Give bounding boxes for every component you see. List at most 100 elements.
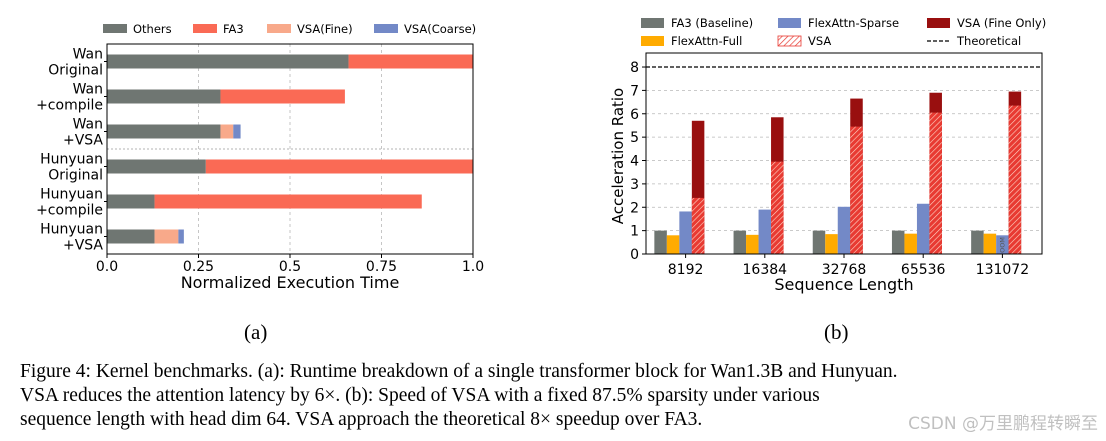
- bar-b: [837, 206, 851, 254]
- x-tick-label-a: 0.75: [366, 259, 397, 275]
- legend-b: FA3 (Baseline) FlexAttn-Full FlexAttn-Spar…: [641, 16, 1046, 48]
- y-tick-label-a: +VSA: [63, 133, 103, 149]
- legend-label-b: FlexAttn-Full: [671, 34, 742, 48]
- legend-swatch-a: [103, 24, 127, 33]
- y-tick-label-a: Wan: [73, 82, 103, 98]
- y-tick-label-b: 5: [630, 130, 639, 146]
- bar-a: [178, 229, 184, 244]
- panel-label-b: (b): [824, 320, 849, 344]
- legend-label-b: VSA (Fine Only): [957, 16, 1046, 30]
- chart-b: FA3 (Baseline) FlexAttn-Full FlexAttn-Spar…: [609, 16, 1046, 294]
- bar-a: [154, 194, 422, 209]
- y-tick-label-a: Wan: [73, 47, 103, 63]
- bar-b: [825, 234, 838, 254]
- figure-caption: Figure 4: Kernel benchmarks. (a): Runtim…: [20, 360, 1106, 432]
- x-tick-label-a: 0.0: [96, 259, 118, 275]
- bar-a: [220, 89, 345, 104]
- chart-a: Others FA3 VSA(Fine) VSA(Coarse) 0.0 0.25 0.5…: [36, 22, 484, 292]
- x-tick-label-b: 32768: [822, 262, 867, 278]
- caption-line-1: Figure 4: Kernel benchmarks. (a): Runtim…: [20, 361, 898, 382]
- legend-swatch-b: [641, 36, 664, 46]
- bar-a: [205, 159, 473, 174]
- y-tick-label-b: 4: [630, 154, 639, 170]
- bar-b: [654, 230, 667, 254]
- x-tick-label-a: 1.0: [462, 259, 484, 275]
- y-tick-label-a: Original: [48, 168, 103, 184]
- bar-a: [107, 89, 221, 104]
- y-tick-label-a: +compile: [36, 98, 103, 114]
- bar-b: [1008, 105, 1022, 254]
- bar-a: [220, 124, 234, 139]
- bar-b: [929, 112, 942, 254]
- x-tick-label-b: 16384: [743, 262, 788, 278]
- legend-swatch-a: [374, 24, 398, 33]
- bar-a: [107, 124, 221, 139]
- bar-a: [107, 194, 155, 209]
- legend-label-b: Theoretical: [956, 34, 1021, 48]
- x-axis-title-b: Sequence Length: [774, 275, 913, 294]
- y-tick-label-b: 0: [630, 247, 639, 263]
- bar-b: [679, 211, 692, 254]
- y-tick-label-a: Hunyuan: [40, 222, 103, 238]
- bar-b: [916, 203, 930, 254]
- legend-label-b: FA3 (Baseline): [671, 16, 753, 30]
- legend-label-b: VSA: [808, 34, 831, 48]
- bar-b: [666, 235, 680, 254]
- y-tick-label-b: 2: [630, 200, 639, 216]
- caption-line-2: VSA reduces the attention latency by 6×.…: [20, 385, 820, 406]
- bar-b: [983, 233, 997, 254]
- legend-label-b: FlexAttn-Sparse: [808, 16, 899, 30]
- bar-a: [348, 54, 473, 69]
- caption-line-3: sequence length with head dim 64. VSA ap…: [20, 409, 703, 430]
- y-tick-label-b: 8: [630, 60, 639, 76]
- legend-swatch-b: [778, 18, 801, 28]
- legend-swatch-b: [777, 35, 802, 47]
- bar-b: [971, 230, 984, 254]
- legend-swatch-b: [641, 18, 664, 28]
- y-tick-label-a: Original: [48, 63, 103, 79]
- x-tick-label-b: 131072: [976, 262, 1029, 278]
- axes-a: 0.0 0.25 0.5 0.75 1.0WanOriginalWan+compileW…: [36, 43, 484, 275]
- legend-swatch-b: [927, 18, 950, 28]
- bar-a: [107, 159, 206, 174]
- axes-b: 0 1 2 3 4 5 6 7 8 8192 16384 32768 65536 131072 OOM: [630, 52, 1043, 278]
- bar-a: [107, 54, 349, 69]
- y-tick-label-a: +compile: [36, 203, 103, 219]
- legend-label-a: Others: [133, 22, 172, 36]
- plot-frame-b: [645, 52, 1043, 255]
- bar-b: [733, 230, 747, 254]
- x-tick-label-b: 8192: [668, 262, 704, 278]
- y-tick-label-b: 1: [630, 224, 639, 240]
- legend-a: Others FA3 VSA(Fine) VSA(Coarse): [103, 22, 476, 36]
- bar-b: [891, 230, 905, 254]
- bars-b: [646, 66, 1042, 254]
- y-tick-label-a: Wan: [73, 117, 103, 133]
- watermark: CSDN @万里鹏程转瞬至: [908, 414, 1098, 434]
- x-tick-label-a: 0.25: [183, 259, 214, 275]
- panel-label-a: (a): [244, 320, 268, 344]
- bar-b: [691, 197, 705, 254]
- bar-b: [771, 161, 784, 254]
- bar-b: [904, 233, 917, 254]
- y-tick-label-a: Hunyuan: [40, 152, 103, 168]
- y-tick-label-b: 7: [630, 83, 639, 99]
- bars-a: [107, 54, 473, 244]
- bar-a: [107, 229, 155, 244]
- y-axis-title-b: Acceleration Ratio: [609, 88, 627, 225]
- legend-label-a: VSA(Coarse): [404, 22, 476, 36]
- y-tick-label-a: Hunyuan: [40, 187, 103, 203]
- bar-b: [996, 235, 1009, 254]
- bar-a: [154, 229, 179, 244]
- legend-swatch-a: [193, 24, 217, 33]
- bar-b: [812, 230, 826, 254]
- plot-frame-a: [106, 43, 474, 255]
- bar-b: [758, 209, 772, 254]
- oom-label-b: OOM: [998, 237, 1006, 253]
- legend-swatch-a: [267, 24, 291, 33]
- y-tick-label-a: +VSA: [63, 238, 103, 254]
- x-axis-title-a: Normalized Execution Time: [181, 273, 400, 292]
- bar-b: [850, 126, 863, 254]
- y-tick-label-b: 6: [630, 107, 639, 123]
- y-tick-label-b: 3: [630, 177, 639, 193]
- bar-a: [233, 124, 241, 139]
